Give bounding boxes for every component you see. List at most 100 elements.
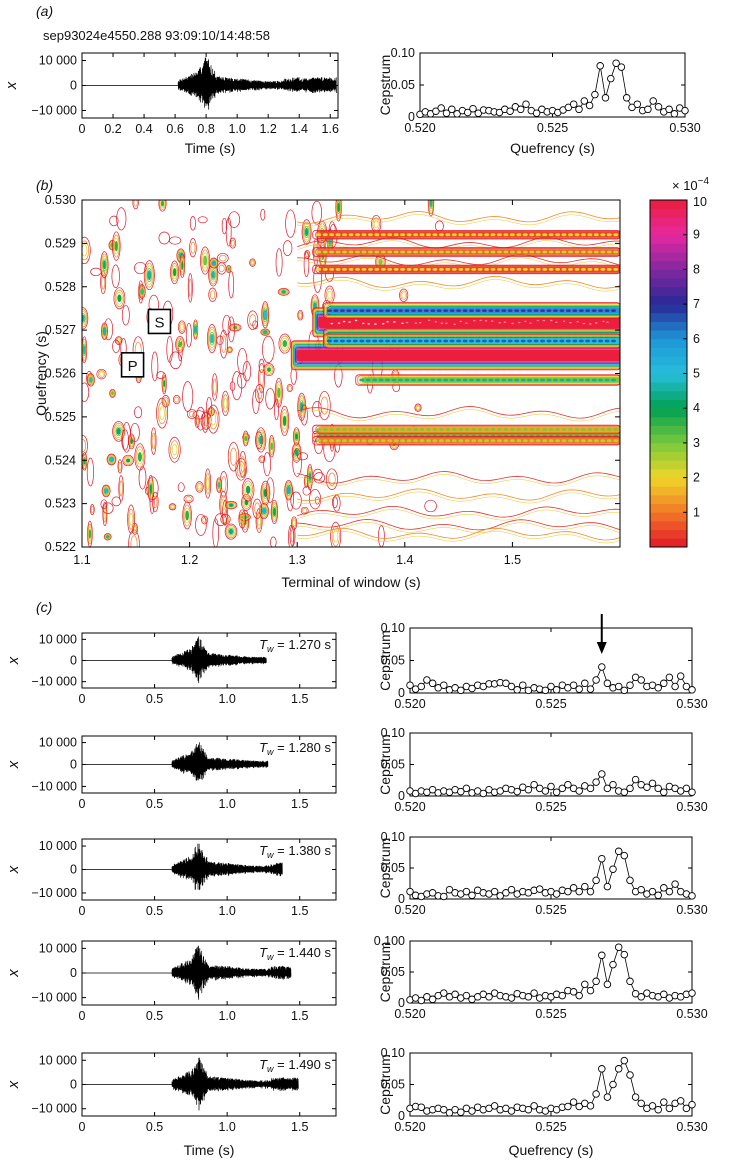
contour-blob — [127, 504, 135, 534]
colorbar-segment — [650, 390, 687, 400]
y-tick-label: 10 000 — [39, 1053, 77, 1067]
contour-blob — [82, 455, 87, 468]
contour-blob — [331, 496, 338, 509]
x-tick-label: 1.0 — [218, 1120, 235, 1134]
contour-speckle — [445, 322, 448, 324]
contour-blob — [119, 480, 123, 497]
contour-core — [270, 442, 273, 451]
contour-blob — [180, 258, 185, 273]
cepstrum-point — [596, 62, 604, 70]
contour-speckle — [386, 321, 390, 323]
contour-blob — [243, 433, 248, 444]
contour-dot — [432, 250, 438, 254]
cepstrum-point — [423, 676, 431, 684]
contour-blob — [224, 523, 238, 540]
contour-speckle — [529, 322, 532, 324]
contour-blob — [171, 265, 178, 280]
contour-dot — [548, 439, 554, 443]
cepstrum-point — [644, 105, 652, 114]
contour-blob — [288, 525, 294, 547]
cepstrum-point — [530, 1102, 538, 1110]
cepstrum-point — [564, 1102, 572, 1111]
contour-dot — [509, 439, 515, 443]
cepstrum-point — [626, 977, 634, 986]
colorbar-segment — [650, 399, 687, 409]
contour-blob — [124, 457, 132, 464]
contour-dot — [406, 439, 412, 443]
contour-dot — [443, 378, 449, 382]
contour-blob — [219, 329, 228, 359]
contour-dot — [410, 378, 416, 382]
y-tick-label: −10 000 — [31, 104, 77, 118]
window-length-label: Tw = 1.270 s — [259, 637, 331, 654]
contour-dot — [497, 250, 502, 254]
y-tick-label: 0.100 — [374, 934, 405, 948]
colorbar-tick-label: 10 — [693, 195, 707, 209]
contour-dot — [445, 233, 451, 237]
contour-blob — [97, 370, 106, 378]
contour-dot — [507, 378, 513, 382]
contour-blob — [228, 348, 232, 352]
cepstrum-point — [417, 1103, 426, 1111]
cepstrum-point — [417, 996, 426, 1005]
cepstrum-point — [649, 97, 657, 105]
contour-speckle — [606, 321, 609, 323]
cepstrum-point — [592, 977, 600, 986]
contour-dot — [361, 428, 367, 431]
contour-dot — [316, 268, 322, 271]
contour-blob — [192, 410, 206, 420]
contour-blob — [302, 486, 311, 496]
cepstrum-point — [676, 672, 685, 680]
contour-blob — [103, 533, 112, 541]
contour-core — [263, 331, 267, 334]
y-tick-label: 0.528 — [45, 280, 76, 294]
contour-dot — [585, 309, 591, 312]
cepstrum-point — [665, 105, 673, 114]
cepstrum-point — [581, 679, 589, 688]
cepstrum-point — [564, 887, 572, 896]
contour-core — [295, 433, 298, 440]
contour-speckle — [418, 322, 422, 324]
contour-dot — [529, 233, 535, 237]
contour-blob — [262, 487, 268, 499]
contour-dot — [372, 309, 378, 312]
contour-dot — [580, 233, 586, 237]
contour-dot — [436, 309, 442, 312]
contour-dot — [555, 428, 561, 431]
contour-dot — [430, 339, 436, 343]
contour-blob — [258, 358, 265, 373]
contour-blob — [115, 337, 122, 344]
x-tick-label: 0.8 — [197, 122, 214, 136]
tw-symbol: T — [259, 843, 268, 858]
contour-speckle — [562, 320, 566, 322]
contour-band-ring — [312, 230, 620, 240]
contour-dot — [475, 339, 481, 343]
contour-dot — [591, 378, 597, 382]
contour-blob — [171, 263, 179, 282]
contour-dot — [555, 250, 561, 254]
contour-core — [126, 458, 130, 463]
x-tick-label: 1.5 — [291, 692, 308, 706]
contour-blob — [171, 443, 178, 456]
panel-c-cepstrum-1: 0.520 0.525 0.530 0.10 0.05 0 Cepstrum — [377, 614, 708, 711]
x-tick-label: 1.2 — [181, 553, 198, 567]
contour-blob — [212, 378, 217, 396]
contour-line — [297, 491, 620, 504]
contour-dot — [522, 233, 528, 237]
contour-dot — [469, 378, 474, 382]
contour-dot — [585, 339, 591, 343]
contour-blob — [183, 504, 191, 527]
contour-blob — [175, 336, 185, 353]
x-tick-label: 0 — [79, 904, 86, 918]
contour-blob — [116, 207, 127, 231]
contour-dot — [481, 309, 487, 312]
contour-blob — [113, 237, 119, 255]
panel-a-label: (a) — [36, 3, 53, 19]
contour-dot — [462, 309, 468, 312]
contour-blob — [217, 262, 227, 275]
x-tick-label: 0.520 — [394, 697, 425, 711]
contour-blob — [307, 466, 313, 489]
contour-dot — [346, 339, 352, 343]
contour-core — [194, 326, 197, 333]
